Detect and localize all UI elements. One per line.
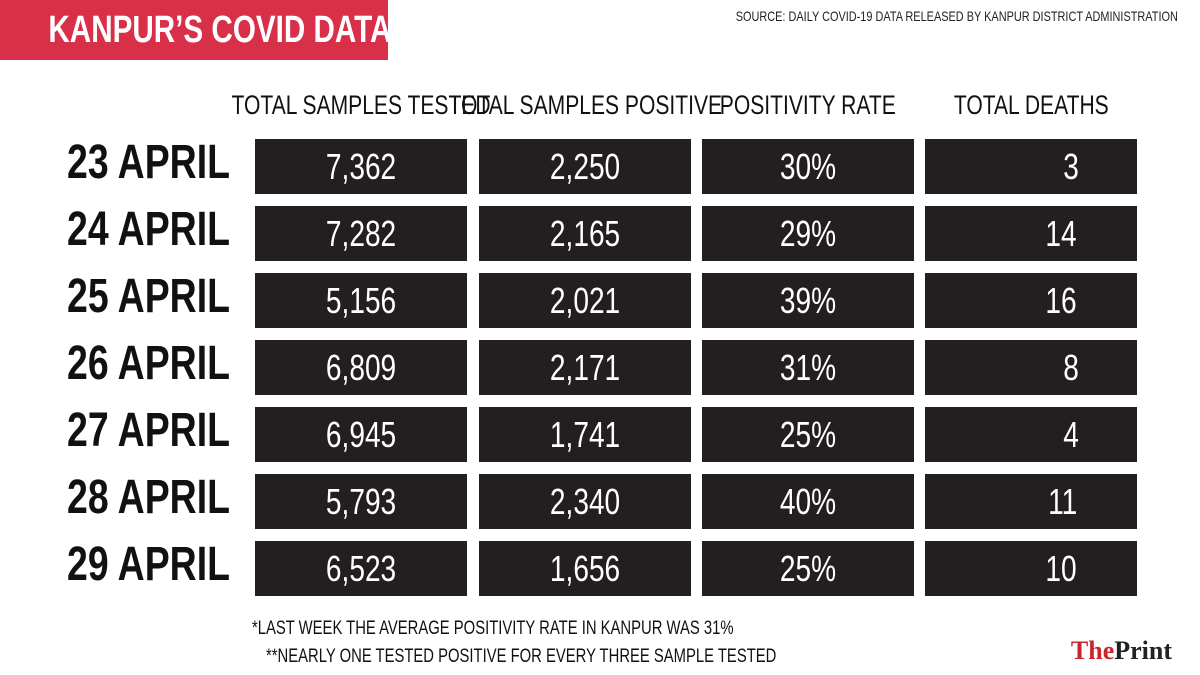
table-cell: 29%	[702, 206, 914, 261]
cell-value: 1,656	[549, 547, 621, 589]
table-cell: 39%	[702, 273, 914, 328]
table-cell: 1,741	[479, 407, 691, 462]
cell-value: 29%	[779, 212, 837, 254]
footnote: *LAST WEEK THE AVERAGE POSITIVITY RATE I…	[252, 618, 869, 640]
table-cell: 2,171	[479, 340, 691, 395]
cell-value: 5,156	[325, 279, 397, 321]
column-header-text: TOTAL SAMPLES TESTED	[231, 90, 491, 120]
cell-value: 6,523	[325, 547, 397, 589]
cell-value: 4	[1063, 413, 1079, 455]
table-cell: 2,165	[479, 206, 691, 261]
brand-the: The	[1070, 636, 1115, 665]
row-label: 24 APRIL	[67, 203, 230, 256]
cell-value: 2,021	[549, 279, 621, 321]
row-label: 25 APRIL	[67, 270, 230, 323]
title: KANPUR’S COVID DATA	[0, 0, 392, 60]
table-cell: 1,656	[479, 541, 691, 596]
table-cell: 6,945	[255, 407, 467, 462]
footnote: **NEARLY ONE TESTED POSITIVE FOR EVERY T…	[266, 646, 920, 668]
column-header-text: POSITIVITY RATE	[720, 90, 896, 120]
footnote-text: *LAST WEEK THE AVERAGE POSITIVITY RATE I…	[252, 618, 734, 639]
source: SOURCE: DAILY COVID-19 DATA RELEASED BY …	[735, 8, 1178, 24]
cell-value: 2,340	[549, 480, 621, 522]
title-text: KANPUR’S COVID DATA	[48, 9, 392, 51]
table-cell: 5,793	[255, 474, 467, 529]
table-cell: 2,021	[479, 273, 691, 328]
cell-value: 39%	[779, 279, 837, 321]
brand-logo: ThePrint	[1071, 636, 1172, 666]
table-cell: 3	[925, 139, 1137, 194]
cell-value: 7,362	[325, 145, 397, 187]
row-label: 28 APRIL	[67, 471, 230, 524]
cell-value: 6,809	[325, 346, 397, 388]
table-cell: 2,340	[479, 474, 691, 529]
table-cell: 8	[925, 340, 1137, 395]
table-cell: 10	[925, 541, 1137, 596]
cell-value: 25%	[779, 547, 837, 589]
column-header-text: TOTAL DEATHS	[953, 90, 1109, 120]
table-cell: 5,156	[255, 273, 467, 328]
row-label: 27 APRIL	[67, 404, 230, 457]
table-cell: 30%	[702, 139, 914, 194]
title-background	[0, 0, 388, 60]
cell-value: 8	[1063, 346, 1079, 388]
cell-value: 30%	[779, 145, 837, 187]
cell-value: 2,171	[549, 346, 621, 388]
table-cell: 7,362	[255, 139, 467, 194]
column-header: TOTAL DEATHS	[911, 74, 1151, 136]
column-header: POSITIVITY RATE	[688, 74, 928, 136]
row-label: 23 APRIL	[67, 136, 230, 189]
cell-value: 10	[1045, 547, 1077, 589]
cell-value: 6,945	[325, 413, 397, 455]
column-header: TOTAL SAMPLES TESTED	[231, 74, 490, 136]
table-cell: 16	[925, 273, 1137, 328]
table-cell: 11	[925, 474, 1137, 529]
cell-value: 7,282	[325, 212, 397, 254]
table-cell: 40%	[702, 474, 914, 529]
brand-print: Print	[1114, 636, 1172, 665]
cell-value: 1,741	[549, 413, 621, 455]
cell-value: 14	[1045, 212, 1077, 254]
cell-value: 3	[1063, 145, 1079, 187]
cell-value: 16	[1045, 279, 1077, 321]
cell-value: 40%	[779, 480, 837, 522]
row-label: 26 APRIL	[67, 337, 230, 390]
cell-value: 11	[1047, 480, 1077, 522]
cell-value: 5,793	[325, 480, 397, 522]
column-header: TOTAL SAMPLES POSITIVE	[448, 74, 721, 136]
table-cell: 2,250	[479, 139, 691, 194]
cell-value: 31%	[779, 346, 837, 388]
footnote-text: **NEARLY ONE TESTED POSITIVE FOR EVERY T…	[266, 646, 777, 667]
table-cell: 4	[925, 407, 1137, 462]
table-cell: 31%	[702, 340, 914, 395]
row-label: 29 APRIL	[67, 538, 230, 591]
table-cell: 6,523	[255, 541, 467, 596]
table-cell: 7,282	[255, 206, 467, 261]
table-cell: 25%	[702, 407, 914, 462]
cell-value: 25%	[779, 413, 837, 455]
cell-value: 2,250	[549, 145, 621, 187]
column-header-text: TOTAL SAMPLES POSITIVE	[448, 90, 722, 120]
cell-value: 2,165	[549, 212, 621, 254]
table-cell: 25%	[702, 541, 914, 596]
table-cell: 14	[925, 206, 1137, 261]
table-cell: 6,809	[255, 340, 467, 395]
